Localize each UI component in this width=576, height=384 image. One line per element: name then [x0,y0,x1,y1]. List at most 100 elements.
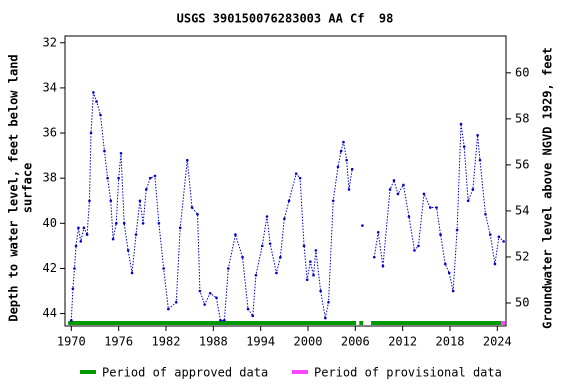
data-point [302,244,306,248]
data-point [493,262,497,266]
legend-swatch [80,370,96,374]
data-point [350,167,354,171]
data-point [138,199,142,203]
data-point [92,91,95,94]
data-point [144,188,148,191]
period-bar [371,321,502,325]
data-point [376,231,380,234]
data-point [223,319,226,322]
data-point [443,262,447,266]
data-point [451,289,455,293]
period-bar [68,321,357,325]
data-point [254,273,258,277]
data-point [347,188,351,191]
data-point [484,212,487,216]
data-point [77,226,80,230]
data-point [79,240,83,243]
chart-title: USGS 390150076283003 AA Cf 98 [177,12,394,26]
data-point [185,158,189,162]
data-point [114,222,118,225]
y2-tick-label: 54 [515,203,529,217]
data-point [95,100,98,103]
data-point [178,226,182,230]
data-point [148,176,152,180]
plot-frame [64,35,507,327]
data-line [70,92,504,321]
data-point [103,149,106,153]
y2-axis-label: Groundwater level above NGVD 1929, feet [541,47,555,329]
data-point [381,264,385,268]
data-point [471,188,475,191]
data-point [422,192,426,196]
data-point [478,158,482,162]
data-point [462,145,466,148]
data-point [435,206,438,209]
data-point [106,176,109,180]
data-point [141,222,145,225]
data-point [447,271,451,275]
y-tick-label: 40 [43,216,57,230]
data-point [392,179,396,182]
y-axis-label: surface [21,163,35,214]
data-point [117,176,120,180]
data-point [126,249,130,252]
data-point [157,222,161,225]
x-tick-label: 2018 [436,335,465,349]
x-tick-label: 2006 [341,335,370,349]
y-tick-label: 38 [43,171,57,185]
y2-tick-label: 52 [515,249,529,263]
data-point [70,319,73,322]
y2-tick-label: 56 [515,157,529,171]
data-point [167,307,170,311]
period-bar [501,321,506,325]
data-point [319,289,322,293]
data-point [488,233,492,236]
y-tick-label: 36 [43,126,57,140]
data-point [215,296,218,300]
data-point [331,199,335,203]
data-point [279,255,282,259]
data-point [73,267,76,270]
data-point [361,224,364,227]
data-point [119,152,123,155]
x-tick-label: 2000 [294,335,323,349]
data-point [208,291,212,295]
data-point [219,319,222,322]
data-point [190,206,194,209]
data-point [413,249,416,252]
data-point [439,233,442,236]
data-point [312,273,315,277]
data-point [246,307,250,311]
data-point [89,131,93,135]
data-point [402,183,405,187]
data-point [428,206,432,209]
data-point [287,199,291,203]
x-tick-label: 2024 [483,335,512,349]
y-tick-label: 34 [43,80,57,94]
data-point [294,172,298,175]
x-tick-label: 2012 [388,335,417,349]
legend-label: Period of approved data [102,366,268,380]
data-point [241,255,244,259]
data-point [134,233,138,236]
data-point [265,215,269,218]
data-point [336,165,340,169]
data-point [111,237,115,241]
data-point [502,240,505,243]
data-point [275,271,278,275]
data-point [153,174,157,178]
data-point [396,192,400,196]
data-point [88,199,91,203]
x-tick-label: 1982 [152,335,181,349]
data-point [174,301,178,304]
x-tick-label: 1988 [199,335,228,349]
data-point [122,222,126,225]
period-bar [359,321,364,325]
data-point [466,199,470,203]
x-tick-label: 1994 [246,335,275,349]
data-point [324,316,327,320]
data-point [309,260,312,263]
data-point [203,303,206,306]
y-tick-label: 44 [43,306,57,320]
data-point [298,176,302,180]
